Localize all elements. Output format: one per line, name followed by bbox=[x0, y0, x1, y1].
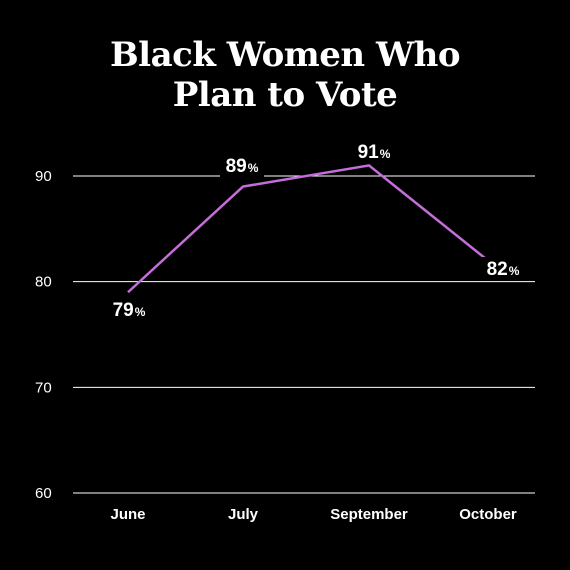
chart-title-line-2: Plan to Vote bbox=[173, 75, 398, 115]
data-label-backing-october bbox=[481, 257, 525, 281]
chart-title-line-1: Black Women Who bbox=[110, 35, 460, 75]
series-layer bbox=[127, 164, 489, 294]
grid-lines bbox=[73, 175, 535, 494]
data-label-backing-june bbox=[107, 298, 151, 322]
y-tick-label-80: 80 bbox=[35, 274, 52, 291]
y-tick-label-60: 60 bbox=[35, 485, 52, 502]
data-label-july: 89% bbox=[226, 156, 259, 177]
data-label-october: 82% bbox=[487, 259, 520, 280]
x-category-label-june: June bbox=[110, 506, 145, 523]
data-label-backing-july bbox=[220, 154, 264, 178]
y-tick-label-90: 90 bbox=[35, 168, 52, 185]
x-category-label-july: July bbox=[228, 506, 259, 523]
data-label-backing-september bbox=[356, 140, 392, 164]
series-line bbox=[127, 164, 489, 294]
data-labels: 79% 89% 91% 82% bbox=[107, 140, 525, 322]
data-label-september: 91% bbox=[358, 142, 391, 163]
x-axis-categories: June July September October bbox=[110, 506, 516, 523]
y-axis-ticks: 60 70 80 90 bbox=[35, 168, 52, 502]
x-category-label-september: September bbox=[330, 506, 408, 523]
y-tick-label-70: 70 bbox=[35, 379, 52, 396]
data-label-june: 79% bbox=[113, 300, 146, 321]
x-category-label-october: October bbox=[459, 506, 517, 523]
